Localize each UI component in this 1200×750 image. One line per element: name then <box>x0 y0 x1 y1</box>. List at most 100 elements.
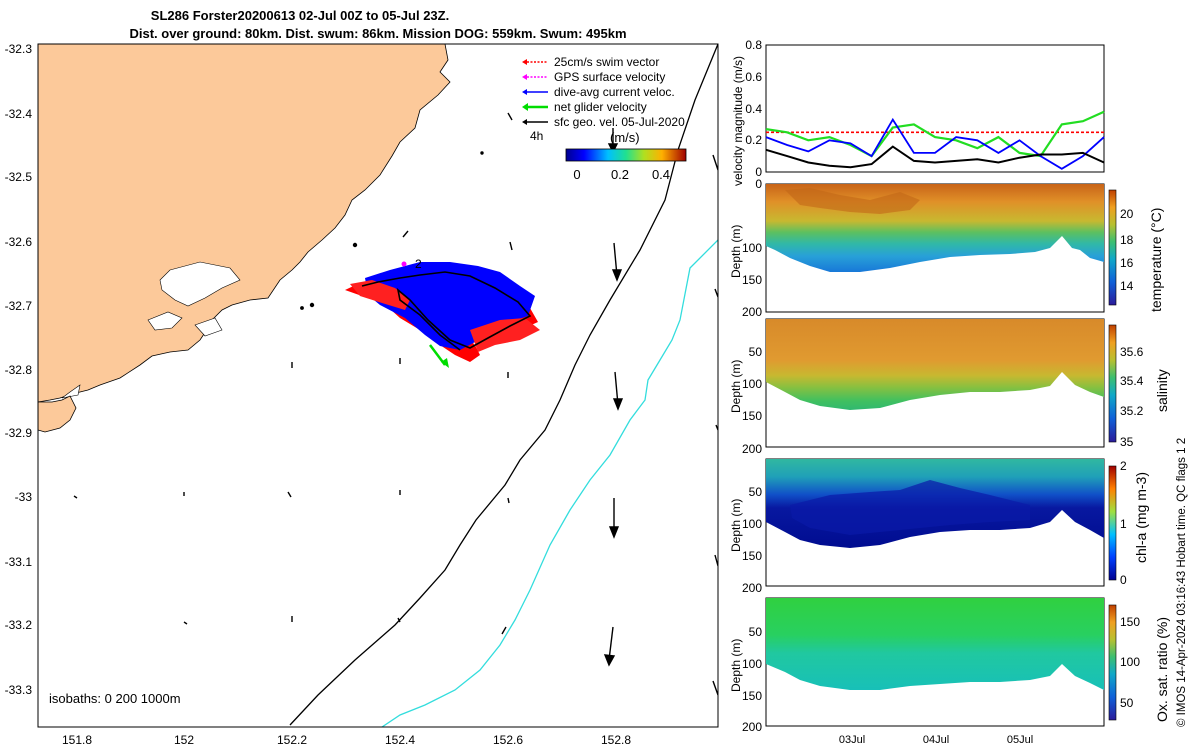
velocity-y-tick: 0.8 <box>745 38 762 52</box>
legend-label: dive-avg current veloc. <box>554 85 675 99</box>
lon-tick: 152.6 <box>493 733 523 747</box>
velocity-plot-frame <box>765 44 1105 173</box>
figure-title-line-2: Dist. over ground: 80km. Dist. swum: 86k… <box>129 26 626 41</box>
lat-tick: -32.4 <box>5 107 33 121</box>
temperature-section-panel: Depth (m) 14 16 18 20 temperature (°C) <box>729 183 1164 313</box>
lon-tick: 152.2 <box>277 733 307 747</box>
depth-tick: 150 <box>742 273 762 287</box>
lat-tick: -33.1 <box>5 555 33 569</box>
chla-cb-tick: 2 <box>1120 459 1127 473</box>
depth-tick: 100 <box>742 241 762 255</box>
legend-label: net glider velocity <box>554 100 647 114</box>
velocity-series-line-3 <box>765 145 1105 169</box>
legend-item-gps-velocity: GPS surface velocity <box>522 70 665 84</box>
salinity-cb-tick: 35.4 <box>1120 374 1144 388</box>
lon-tick: 151.8 <box>62 733 92 747</box>
oxygen-section-panel: Depth (m) 50 100 150 Ox. sat. ratio (%) <box>729 597 1170 727</box>
salinity-cb-tick: 35.6 <box>1120 345 1144 359</box>
depth-tick: 200 <box>742 442 762 456</box>
swim-vector-band <box>350 280 410 310</box>
lat-tick: -32.8 <box>5 363 33 377</box>
temperature-colorbar <box>1108 189 1117 306</box>
temperature-cb-tick: 16 <box>1120 256 1134 270</box>
vector-scale-label: 4h <box>530 129 543 143</box>
velocity-y-tick: 0 <box>755 165 762 179</box>
map-panel: 2 <box>5 42 719 747</box>
salinity-cb-tick: 35.2 <box>1120 404 1144 418</box>
lake <box>194 317 223 337</box>
temperature-ylabel: Depth (m) <box>729 225 743 278</box>
lon-tick: 152.4 <box>385 733 415 747</box>
lake <box>147 311 183 331</box>
salinity-cb-label: salinity <box>1154 369 1170 412</box>
velocity-y-tick: 0.2 <box>745 133 762 147</box>
legend-item-sfc-geo-velocity: sfc geo. vel. 05-Jul-2020 <box>522 115 685 129</box>
velocity-y-tick: 0.4 <box>745 102 762 116</box>
map-colorbar <box>565 148 687 162</box>
map-colorbar-label: (m/s) <box>610 130 640 145</box>
map-lon-axis: 151.8 152 152.2 152.4 152.6 152.8 <box>62 733 631 747</box>
lat-tick: -32.6 <box>5 235 33 249</box>
time-tick: 04Jul <box>923 734 949 746</box>
legend-item-net-glider-velocity: net glider velocity <box>522 100 647 114</box>
legend-label: 25cm/s swim vector <box>554 55 659 69</box>
legend-label: sfc geo. vel. 05-Jul-2020 <box>554 115 685 129</box>
coastline-land <box>38 44 451 403</box>
lat-tick: -32.7 <box>5 299 33 313</box>
depth-tick: 200 <box>742 305 762 319</box>
depth-axes: 0 150 100 200 50 100 150 200 50 100 150 … <box>742 177 762 734</box>
chla-deep-band <box>790 480 1030 535</box>
swim-vector-band <box>470 318 540 352</box>
glider-track <box>361 271 532 351</box>
chla-colorbar <box>1108 465 1117 581</box>
oxygen-ylabel: Depth (m) <box>729 639 743 692</box>
oxygen-colorbar <box>1108 604 1117 721</box>
depth-tick: 100 <box>742 377 762 391</box>
depth-tick: 50 <box>749 345 763 359</box>
lake <box>159 261 241 307</box>
chla-cb-tick: 1 <box>1120 517 1127 531</box>
imos-credit: © IMOS 14-Apr-2024 03:16:43 Hobart time.… <box>1176 438 1188 727</box>
velocity-series-line-1 <box>765 110 1105 158</box>
time-tick: 05Jul <box>1007 734 1033 746</box>
velocity-y-tick: 0.6 <box>745 70 762 84</box>
salinity-field <box>766 319 1104 410</box>
velocity-panel: 0 0.2 0.4 0.6 0.8 velocity magnitude (m/… <box>731 38 1105 186</box>
time-tick: 03Jul <box>839 734 865 746</box>
figure-title-line-1: SL286 Forster20200613 02-Jul 00Z to 05-J… <box>151 8 449 23</box>
velocity-y-label: velocity magnitude (m/s) <box>731 56 745 186</box>
net-glider-velocity-arrow <box>441 358 449 368</box>
map-frame <box>37 43 719 728</box>
start-marker <box>401 261 407 267</box>
depth-tick: 50 <box>749 485 763 499</box>
lat-tick: -32.3 <box>5 42 33 56</box>
legend-item-dive-avg-current: dive-avg current veloc. <box>522 85 675 99</box>
depth-tick: 200 <box>742 720 762 734</box>
map-legend: 25cm/s swim vector GPS surface velocity … <box>522 55 687 182</box>
depth-tick: 50 <box>749 625 763 639</box>
isobath-note: isobaths: 0 200 1000m <box>49 691 181 706</box>
map-lat-axis: -32.3 -32.4 -32.5 -32.6 -32.7 -32.8 -32.… <box>5 42 33 697</box>
chla-ylabel: Depth (m) <box>729 499 743 552</box>
salinity-section-panel: Depth (m) 35 35.2 35.4 35.6 salinity <box>729 318 1170 449</box>
lat-tick: -33.2 <box>5 618 33 632</box>
depth-tick: 150 <box>742 689 762 703</box>
map-colorbar-tick: 0 <box>573 167 580 182</box>
velocity-y-axis: 0 0.2 0.4 0.6 0.8 <box>745 38 762 179</box>
depth-tick: 200 <box>742 581 762 595</box>
start-marker-label: 2 <box>415 257 422 271</box>
depth-tick: 100 <box>742 517 762 531</box>
depth-tick: 150 <box>742 549 762 563</box>
lon-tick: 152 <box>174 733 194 747</box>
chla-cb-label: chl-a (mg m-3) <box>1133 472 1149 563</box>
lat-tick: -32.9 <box>5 426 33 440</box>
sand-spit <box>38 395 77 433</box>
oxygen-cb-tick: 150 <box>1120 615 1140 629</box>
oxygen-cb-tick: 50 <box>1120 696 1134 710</box>
lat-tick: -33.3 <box>5 683 33 697</box>
lat-tick: -32.5 <box>5 170 33 184</box>
map-colorbar-tick: 0.4 <box>652 167 670 182</box>
map-colorbar-tick: 0.2 <box>611 167 629 182</box>
velocity-series-line-2 <box>765 117 1105 170</box>
